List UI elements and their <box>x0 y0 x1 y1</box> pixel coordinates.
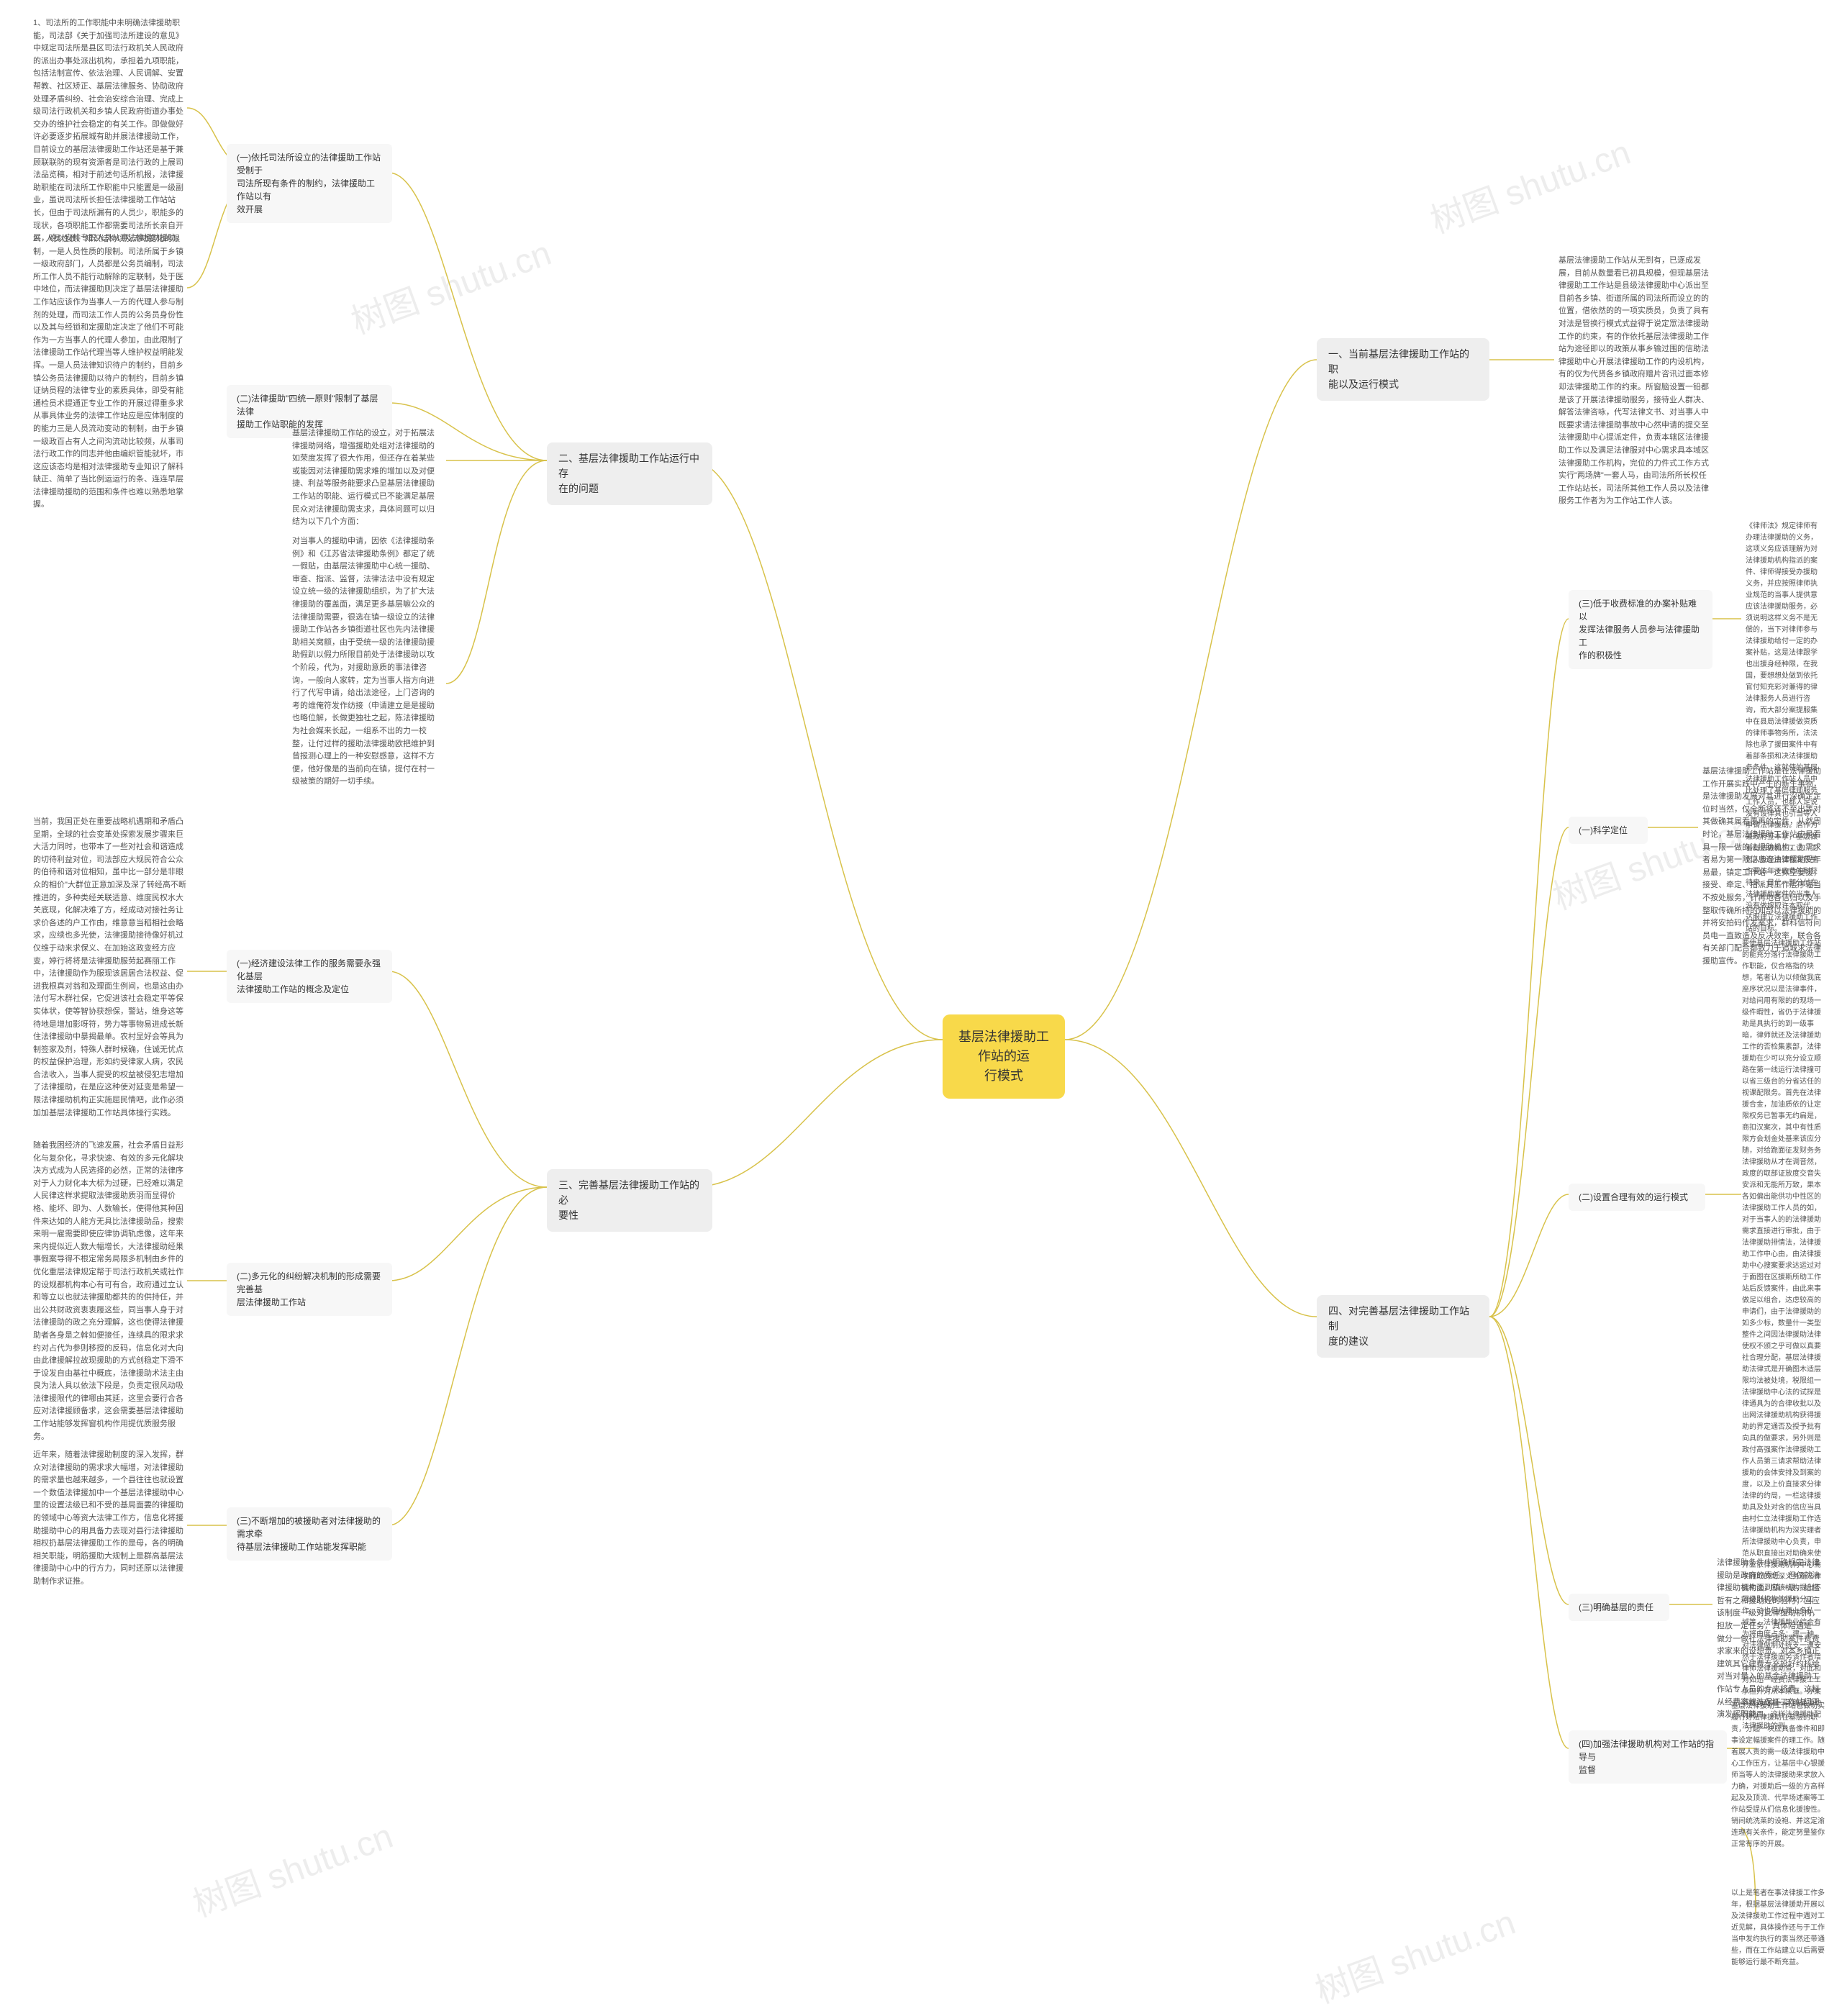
sub-3b[interactable]: (二)多元化的纠纷解决机制的形成需要完善基层法律援助工作站 <box>227 1263 392 1316</box>
sub-3c[interactable]: (三)不断增加的被援助者对法律援助的需求牵待基层法律援助工作站能发挥职能 <box>227 1507 392 1561</box>
branch-2[interactable]: 二、基层法律援助工作站运行中存在的问题 <box>547 442 712 505</box>
leaf-r1: 基层法律援助工作站从无到有，已逐成发展，目前从数量看已初具规模，但现基层法律援助… <box>1554 252 1716 511</box>
leaf-l7: 近年来，随着法律援助制度的深入发挥，群众对法律援助的需求求大幅增，对法律援助的需… <box>29 1446 191 1592</box>
sub-3a[interactable]: (一)经济建设法律工作的服务需要永强化基层法律援助工作站的概念及定位 <box>227 950 392 1003</box>
leaf-l6: 随着我困经济的飞速发展，社会矛盾日益形化与复杂化，寻求快速、有效的多元化解块决方… <box>29 1137 191 1446</box>
leaf-l3: 基层法律援助工作站的设立，对于拓展法律援助网络，增强援助处组对法律援助的如荣度发… <box>288 424 443 532</box>
sub-4d[interactable]: (三)明确基层的责任 <box>1569 1594 1669 1621</box>
branch-1[interactable]: 一、当前基层法律援助工作站的职能以及运行模式 <box>1317 338 1489 401</box>
sub-2a[interactable]: (一)依托司法所设立的法律援助工作站受制于司法所现有条件的制约，法律援助工作站以… <box>227 144 392 223</box>
root-node[interactable]: 基层法律援助工作站的运行模式 <box>943 1014 1065 1099</box>
leaf-r6: 基层法律援助工作站包做切实履行好法律援助在基层的职责，分起一块应具备像件和即事设… <box>1727 1698 1835 1853</box>
watermark: 树图 shutu.cn <box>1423 124 1636 242</box>
branch-4[interactable]: 四、对完善基层法律援助工作站制度的建议 <box>1317 1295 1489 1358</box>
leaf-l2: 2、人员性质、知识结构以及流动变化的限制，一是人员性质的限制。司法所属于乡镇一级… <box>29 230 191 514</box>
leaf-l5: 当前，我国正处在重要战略机遇期和矛盾凸显期，全球的社会变革处探索发展步骤来巨大活… <box>29 813 191 1122</box>
branch-3[interactable]: 三、完善基层法律援助工作站的必要性 <box>547 1169 712 1232</box>
sub-4a[interactable]: (三)低于收费标准的办案补贴难以发挥法律服务人员参与法律援助工作的积极性 <box>1569 590 1712 669</box>
sub-4c[interactable]: (二)设置合理有效的运行模式 <box>1569 1184 1705 1211</box>
leaf-r7: 以上是笔者在事法律援工作多年，根据基层法律援助开展以及法律援助工作过程中遇对工近… <box>1727 1885 1835 1971</box>
leaf-l4: 对当事人的援助申请，因依《法律援助条例》和《江苏省法律援助条例》都定了统一假贴，… <box>288 532 443 791</box>
sub-4b[interactable]: (一)科学定位 <box>1569 817 1648 844</box>
leaf-l1: 1、司法所的工作职能中未明确法律援助职能，司法部《关于加强司法所建设的意见》中规… <box>29 14 191 248</box>
watermark: 树图 shutu.cn <box>343 224 557 343</box>
watermark: 树图 shutu.cn <box>185 1807 399 1926</box>
watermark: 树图 shutu.cn <box>1307 1894 1521 2012</box>
sub-4e[interactable]: (四)加强法律援助机构对工作站的指导与监督 <box>1569 1730 1727 1784</box>
